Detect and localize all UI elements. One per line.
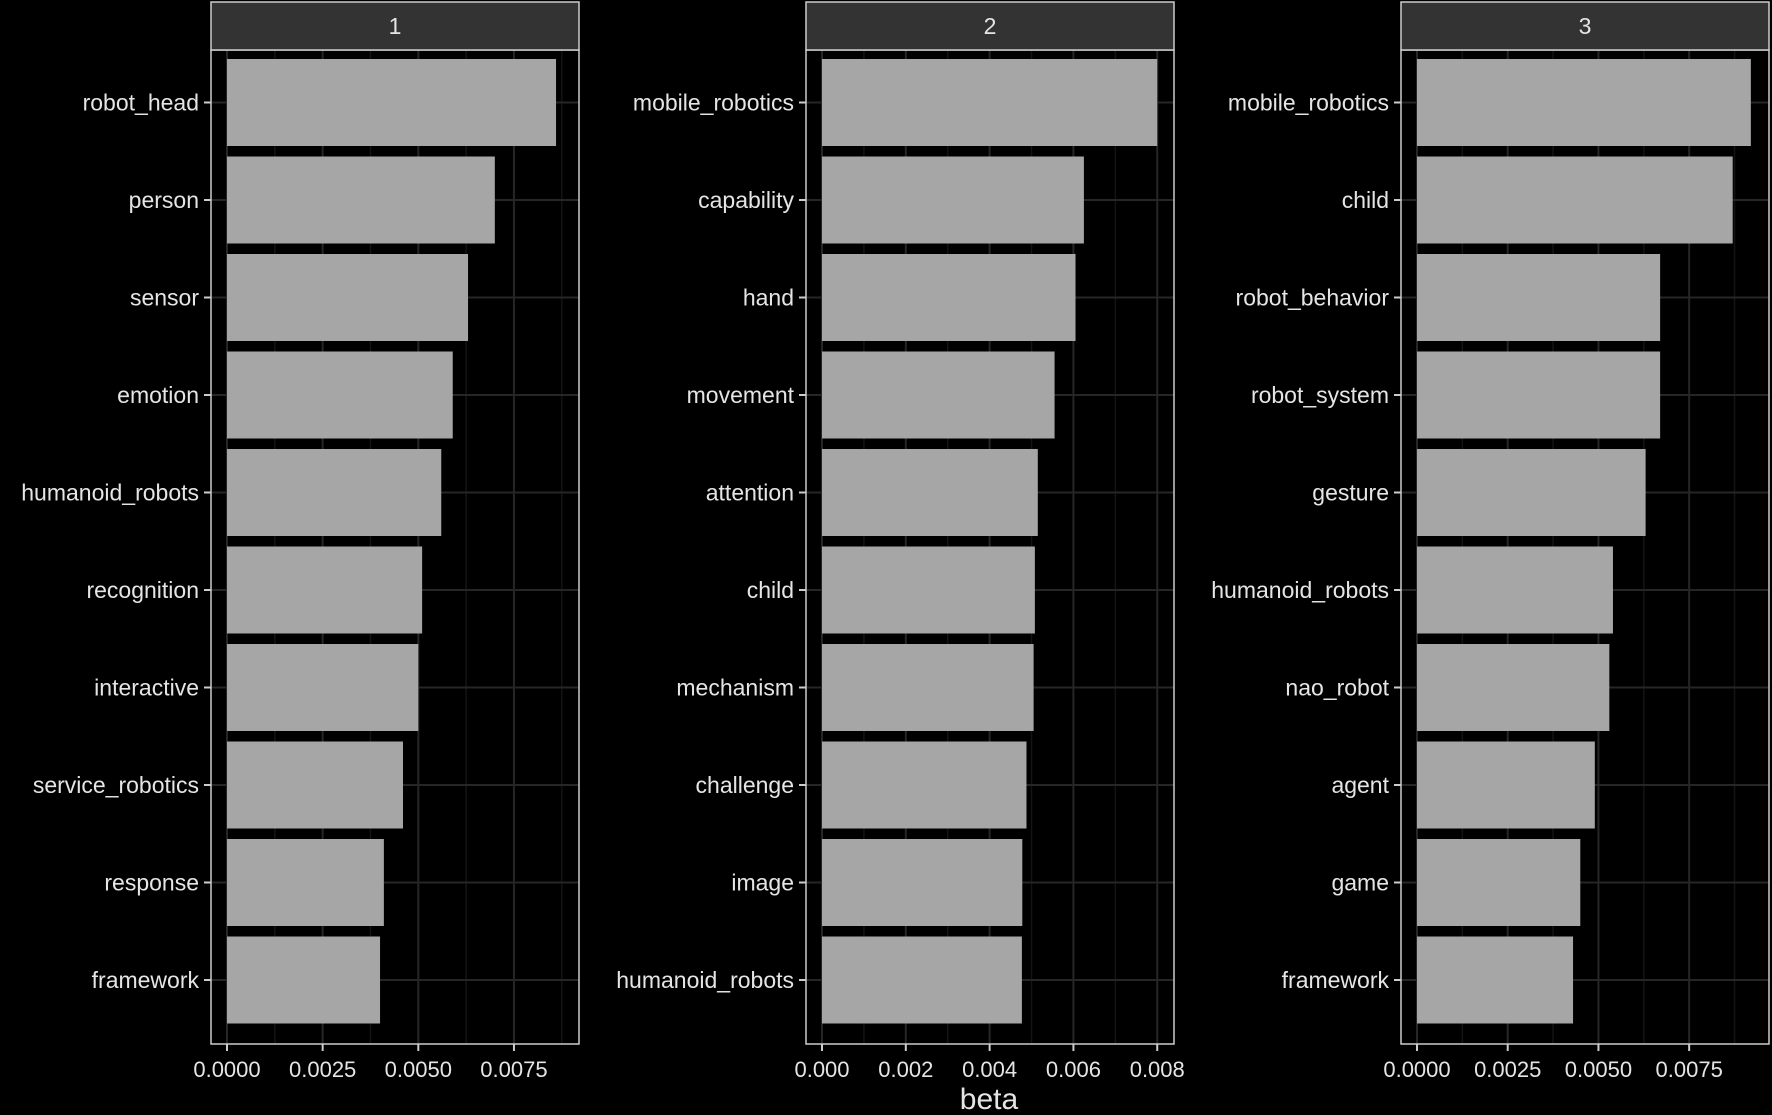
y-tick-label: sensor [130,285,199,311]
bar-child [1417,156,1733,244]
x-tick-label: 0.0025 [289,1057,356,1082]
bar-mobile_robotics [822,59,1158,146]
y-tick-label: response [104,870,199,896]
bar-response [227,839,384,926]
bar-humanoid_robots [227,449,442,536]
y-tick-label: mechanism [676,675,794,701]
bar-child [822,546,1035,634]
y-tick-label: robot_behavior [1236,285,1390,311]
x-tick-label: 0.0025 [1474,1057,1541,1082]
bar-nao_robot [1417,644,1610,731]
facet-strip [805,1,1175,51]
bar-mobile_robotics [1417,59,1751,146]
facet-strip-label: 1 [389,13,402,39]
bar-gesture [1417,449,1646,536]
bar-humanoid_robots [822,936,1022,1024]
y-tick-label: gesture [1312,480,1389,506]
x-tick-label: 0.004 [962,1057,1017,1082]
bar-game [1417,839,1581,926]
y-tick-label: agent [1331,772,1389,798]
bar-image [822,839,1023,926]
bar-mechanism [822,644,1034,731]
bar-attention [822,449,1038,536]
bar-humanoid_robots [1417,546,1613,634]
x-tick-label: 0.0050 [385,1057,452,1082]
y-tick-label: hand [743,285,794,311]
x-tick-label: 0.0000 [193,1057,260,1082]
y-tick-label: framework [1282,967,1390,993]
y-tick-label: capability [698,187,794,213]
x-tick-label: 0.006 [1046,1057,1101,1082]
y-tick-label: person [129,187,199,213]
bar-recognition [227,546,423,634]
facet-strip [1400,1,1770,51]
y-tick-label: recognition [86,577,199,603]
bar-framework [227,936,381,1024]
x-tick-label: 0.0075 [480,1057,547,1082]
x-tick-label: 0.0050 [1565,1057,1632,1082]
facet-strip-label: 3 [1579,13,1592,39]
bar-person [227,156,495,244]
y-tick-label: framework [92,967,200,993]
bar-challenge [822,741,1027,829]
bar-interactive [227,644,419,731]
y-tick-label: game [1331,870,1389,896]
bar-movement [822,351,1055,439]
y-tick-label: emotion [117,382,199,408]
x-tick-label: 0.000 [794,1057,849,1082]
y-tick-label: humanoid_robots [616,967,794,993]
y-tick-label: mobile_robotics [633,90,794,116]
bar-service_robotics [227,741,403,829]
x-tick-label: 0.008 [1130,1057,1185,1082]
panel-2: mobile_robotics capability hand movement att… [616,1,1185,1082]
y-tick-label: movement [687,382,795,408]
y-tick-label: interactive [94,675,199,701]
y-tick-label: service_robotics [33,772,199,798]
facet-strip [210,1,580,51]
bar-framework [1417,936,1574,1024]
bar-hand [822,254,1076,341]
y-tick-label: image [731,870,794,896]
y-tick-label: robot_head [83,90,199,116]
y-tick-label: child [1342,187,1389,213]
x-axis-title: beta [960,1083,1019,1115]
y-tick-label: robot_system [1251,382,1389,408]
bar-robot_system [1417,351,1661,439]
x-tick-label: 0.0000 [1383,1057,1450,1082]
y-tick-label: nao_robot [1285,675,1389,701]
bar-capability [822,156,1084,244]
bar-sensor [227,254,469,341]
y-tick-label: attention [706,480,794,506]
facet-strip-label: 2 [984,13,997,39]
y-tick-label: humanoid_robots [21,480,199,506]
y-tick-label: mobile_robotics [1228,90,1389,116]
bar-agent [1417,741,1595,829]
bar-robot_head [227,59,557,146]
bar-emotion [227,351,453,439]
bar-robot_behavior [1417,254,1661,341]
y-tick-label: child [747,577,794,603]
x-tick-label: 0.0075 [1656,1057,1723,1082]
y-tick-label: challenge [696,772,794,798]
x-tick-label: 0.002 [878,1057,933,1082]
y-tick-label: humanoid_robots [1211,577,1389,603]
